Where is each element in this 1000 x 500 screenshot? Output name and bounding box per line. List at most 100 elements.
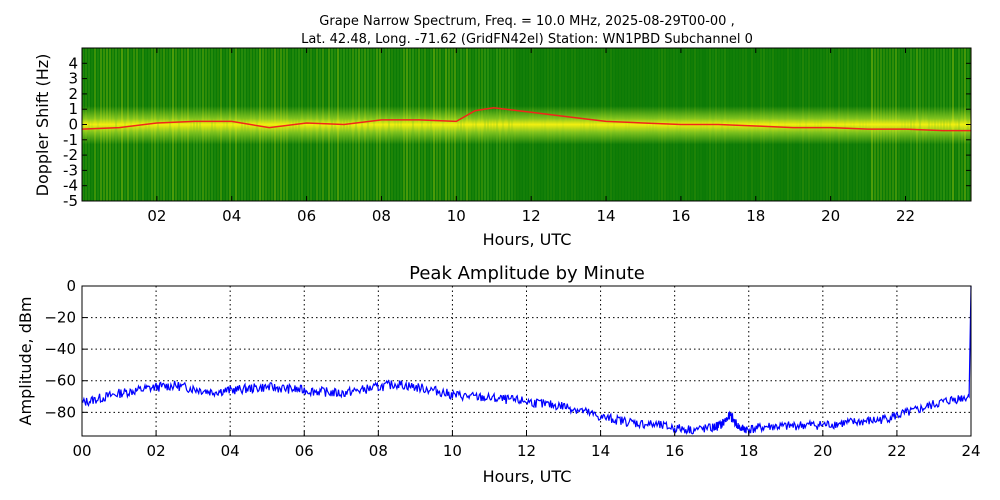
spectrogram-texture-column — [592, 48, 594, 201]
spectrogram-texture-column — [628, 48, 630, 201]
spectrogram-texture-column — [964, 48, 966, 201]
spectrogram-texture-column — [841, 48, 843, 201]
spectrogram-texture-column — [766, 48, 768, 201]
spectrogram-y-tick-label: -5 — [63, 192, 78, 210]
spectrogram-texture-column — [907, 48, 909, 201]
spectrogram-texture-column — [769, 48, 771, 201]
spectrogram-texture-column — [793, 48, 795, 201]
spectrogram-texture-column — [283, 48, 285, 201]
spectrogram-texture-column — [868, 48, 870, 201]
spectrogram-texture-column — [277, 48, 279, 201]
amplitude-y-tick-label: −60 — [44, 372, 76, 390]
amplitude-y-tick-label: −80 — [44, 403, 76, 421]
spectrogram-texture-column — [367, 48, 369, 201]
spectrogram-texture-column — [547, 48, 549, 201]
spectrogram-texture-column — [514, 48, 516, 201]
spectrogram-texture-column — [775, 48, 777, 201]
spectrogram-texture-column — [436, 48, 438, 201]
amplitude-chart-title: Peak Amplitude by Minute — [409, 263, 645, 284]
spectrogram-texture-column — [226, 48, 228, 201]
spectrogram-texture-column — [562, 48, 564, 201]
spectrogram-texture-column — [757, 48, 759, 201]
spectrogram-texture-column — [286, 48, 288, 201]
spectrogram-texture-column — [415, 48, 417, 201]
spectrogram-texture-column — [811, 48, 813, 201]
spectrogram-texture-column — [913, 48, 915, 201]
spectrogram-texture-column — [838, 48, 840, 201]
spectrogram-texture-column — [382, 48, 384, 201]
spectrogram-texture-column — [223, 48, 225, 201]
spectrogram-texture-column — [847, 48, 849, 201]
spectrogram-texture-column — [109, 48, 111, 201]
spectrogram-texture-column — [661, 48, 663, 201]
spectrogram-texture-column — [196, 48, 198, 201]
amplitude-x-tick-label: 16 — [665, 442, 684, 460]
spectrogram-y-tick-label: 2 — [68, 85, 78, 103]
spectrogram-texture-column — [961, 48, 963, 201]
spectrogram-texture-column — [94, 48, 96, 201]
spectrogram-columns — [82, 48, 972, 201]
amplitude-y-tick-label: 0 — [66, 277, 76, 295]
spectrogram-texture-column — [472, 48, 474, 201]
spectrogram-texture-column — [520, 48, 522, 201]
spectrogram-texture-column — [103, 48, 105, 201]
spectrogram-texture-column — [262, 48, 264, 201]
spectrogram-texture-column — [898, 48, 900, 201]
spectrogram-texture-column — [748, 48, 750, 201]
spectrogram-texture-column — [160, 48, 162, 201]
spectrogram-texture-column — [364, 48, 366, 201]
spectrogram-x-tick-label: 22 — [896, 207, 915, 225]
amplitude-series-line — [81, 285, 972, 435]
spectrogram-texture-column — [460, 48, 462, 201]
spectrogram-texture-column — [895, 48, 897, 201]
amplitude-x-tick-label: 00 — [72, 442, 91, 460]
spectrogram-texture-column — [823, 48, 825, 201]
spectrogram-texture-column — [631, 48, 633, 201]
spectrogram-texture-column — [133, 48, 135, 201]
spectrogram-texture-column — [772, 48, 774, 201]
spectrogram-texture-column — [322, 48, 324, 201]
spectrogram-texture-column — [616, 48, 618, 201]
spectrogram-texture-column — [400, 48, 402, 201]
spectrogram-texture-column — [637, 48, 639, 201]
spectrogram-texture-column — [622, 48, 624, 201]
spectrogram-texture-column — [949, 48, 951, 201]
spectrogram-texture-column — [853, 48, 855, 201]
spectrogram-texture-column — [499, 48, 501, 201]
spectrogram-texture-column — [478, 48, 480, 201]
spectrogram-texture-column — [919, 48, 921, 201]
spectrogram-texture-column — [265, 48, 267, 201]
spectrogram-texture-column — [427, 48, 429, 201]
spectrogram-texture-column — [955, 48, 957, 201]
spectrogram-texture-column — [457, 48, 459, 201]
spectrogram-x-tick-label: 16 — [671, 207, 690, 225]
spectrogram-texture-column — [481, 48, 483, 201]
spectrogram-x-tick-label: 08 — [372, 207, 391, 225]
spectrogram-texture-column — [523, 48, 525, 201]
spectrogram-texture-column — [421, 48, 423, 201]
spectrogram-texture-column — [490, 48, 492, 201]
figure-title-line2: Lat. 42.48, Long. -71.62 (GridFN42el) St… — [301, 32, 753, 47]
spectrogram-texture-column — [763, 48, 765, 201]
spectrogram-texture-column — [397, 48, 399, 201]
spectrogram-texture-column — [388, 48, 390, 201]
spectrogram-texture-column — [106, 48, 108, 201]
spectrogram-texture-column — [376, 48, 378, 201]
amplitude-x-tick-label: 08 — [369, 442, 388, 460]
spectrogram-texture-column — [319, 48, 321, 201]
spectrogram-y-tick-label: -3 — [63, 161, 78, 179]
spectrogram-texture-column — [157, 48, 159, 201]
spectrogram-texture-column — [508, 48, 510, 201]
spectrogram-texture-column — [814, 48, 816, 201]
spectrogram-texture-column — [205, 48, 207, 201]
spectrogram-texture-column — [127, 48, 129, 201]
spectrogram-texture-column — [451, 48, 453, 201]
spectrogram-texture-column — [301, 48, 303, 201]
spectrogram-texture-column — [124, 48, 126, 201]
spectrogram-texture-column — [313, 48, 315, 201]
spectrogram-texture-column — [583, 48, 585, 201]
spectrogram-texture-column — [193, 48, 195, 201]
spectrogram-texture-column — [268, 48, 270, 201]
spectrogram-texture-column — [928, 48, 930, 201]
spectrogram-texture-column — [91, 48, 93, 201]
